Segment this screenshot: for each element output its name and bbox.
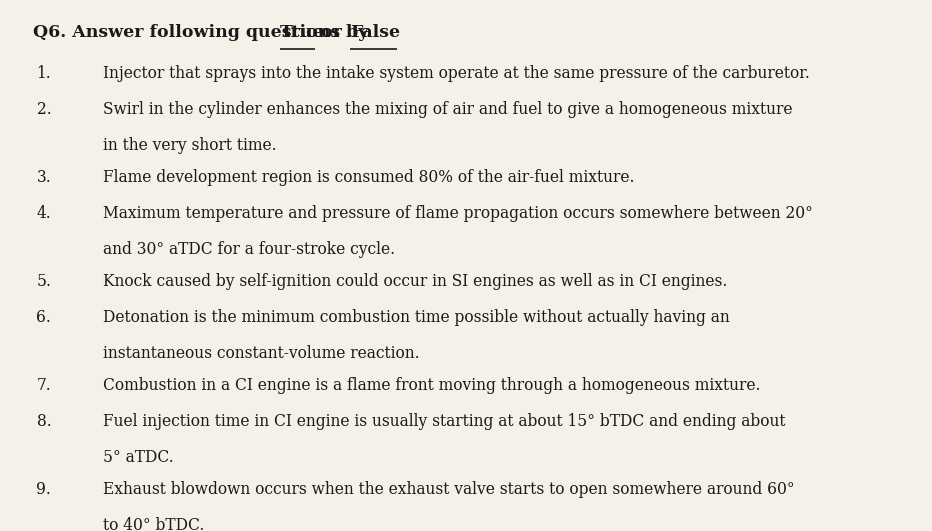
Text: 4.: 4. bbox=[36, 205, 51, 222]
Text: 9.: 9. bbox=[36, 481, 51, 498]
Text: in the very short time.: in the very short time. bbox=[103, 137, 276, 154]
Text: 5.: 5. bbox=[36, 273, 51, 290]
Text: 2.: 2. bbox=[36, 101, 51, 118]
Text: Flame development region is consumed 80% of the air-fuel mixture.: Flame development region is consumed 80%… bbox=[103, 169, 634, 186]
Text: or: or bbox=[315, 24, 348, 41]
Text: 7.: 7. bbox=[36, 377, 51, 394]
Text: 8.: 8. bbox=[36, 413, 51, 430]
Text: 5° aTDC.: 5° aTDC. bbox=[103, 449, 173, 466]
Text: 6.: 6. bbox=[36, 309, 51, 326]
Text: 1.: 1. bbox=[36, 65, 51, 82]
Text: Maximum temperature and pressure of flame propagation occurs somewhere between 2: Maximum temperature and pressure of flam… bbox=[103, 205, 813, 222]
Text: Q6. Answer following questions by: Q6. Answer following questions by bbox=[33, 24, 374, 41]
Text: False: False bbox=[350, 24, 401, 41]
Text: Injector that sprays into the intake system operate at the same pressure of the : Injector that sprays into the intake sys… bbox=[103, 65, 809, 82]
Text: True: True bbox=[280, 24, 324, 41]
Text: Knock caused by self-ignition could occur in SI engines as well as in CI engines: Knock caused by self-ignition could occu… bbox=[103, 273, 727, 290]
Text: 3.: 3. bbox=[36, 169, 51, 186]
Text: Swirl in the cylinder enhances the mixing of air and fuel to give a homogeneous : Swirl in the cylinder enhances the mixin… bbox=[103, 101, 792, 118]
Text: to 40° bTDC.: to 40° bTDC. bbox=[103, 517, 204, 531]
Text: Combustion in a CI engine is a flame front moving through a homogeneous mixture.: Combustion in a CI engine is a flame fro… bbox=[103, 377, 760, 394]
Text: Exhaust blowdown occurs when the exhaust valve starts to open somewhere around 6: Exhaust blowdown occurs when the exhaust… bbox=[103, 481, 794, 498]
Text: and 30° aTDC for a four-stroke cycle.: and 30° aTDC for a four-stroke cycle. bbox=[103, 241, 394, 258]
Text: instantaneous constant-volume reaction.: instantaneous constant-volume reaction. bbox=[103, 345, 419, 362]
Text: Fuel injection time in CI engine is usually starting at about 15° bTDC and endin: Fuel injection time in CI engine is usua… bbox=[103, 413, 785, 430]
Text: Detonation is the minimum combustion time possible without actually having an: Detonation is the minimum combustion tim… bbox=[103, 309, 729, 326]
